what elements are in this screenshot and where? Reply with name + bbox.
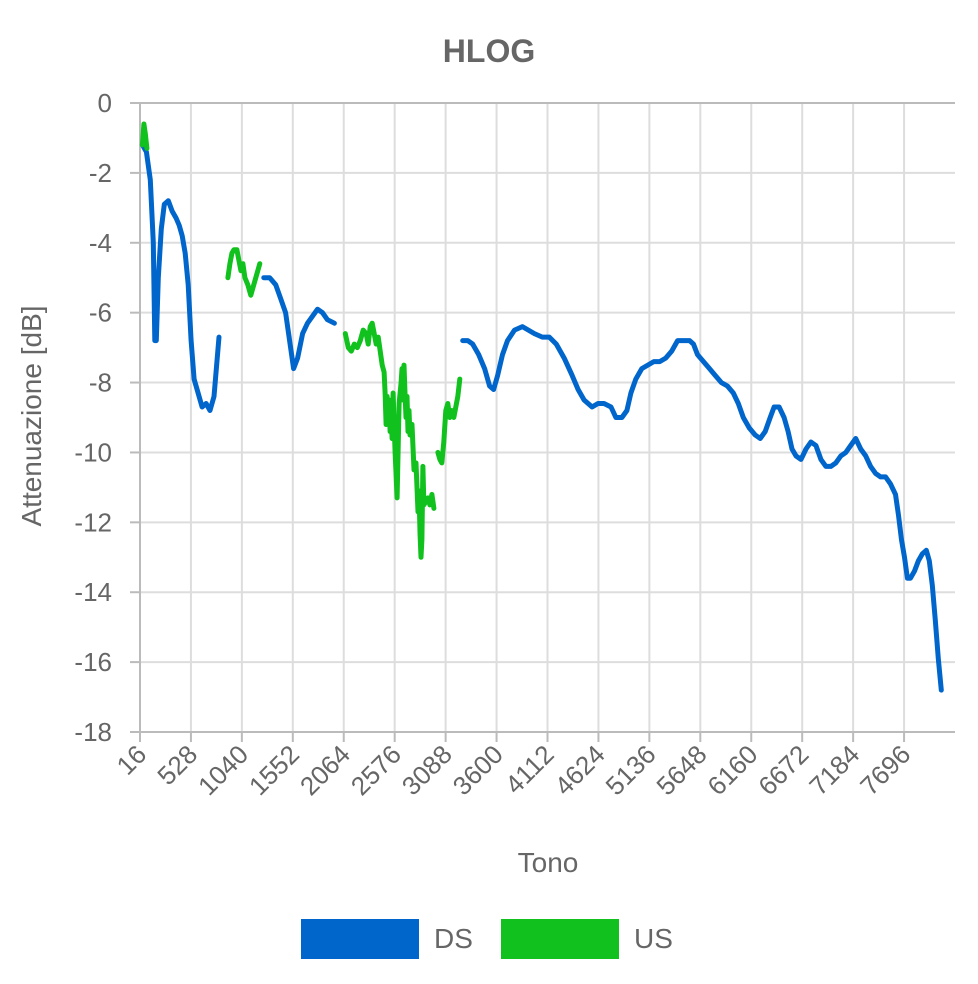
y-tick-label: 0 — [98, 88, 112, 118]
x-tick-label: 4624 — [549, 739, 611, 801]
y-tick-label: -18 — [74, 717, 112, 747]
y-tick-label: -12 — [74, 507, 112, 537]
grid — [139, 102, 955, 733]
x-tick-label: 1040 — [192, 739, 254, 801]
series-line-ds — [139, 142, 222, 413]
legend-label-ds: DS — [434, 923, 473, 954]
y-tick-labels: 0 -2 -4 -6 -8 -10 -12 -14 -16 -18 — [74, 88, 112, 747]
series-line-us — [139, 121, 150, 151]
x-tick-label: 1552 — [243, 739, 305, 801]
legend-swatch-us — [501, 919, 619, 959]
y-tick-label: -4 — [89, 228, 112, 258]
x-axis-title: Tono — [518, 847, 579, 878]
y-tick-label: -16 — [74, 647, 112, 677]
series-lines — [139, 121, 944, 693]
x-tick-label: 7696 — [854, 739, 916, 801]
y-axis-title: Attenuazione [dB] — [16, 305, 47, 526]
series-line-us — [435, 376, 463, 466]
x-tick-label: 6672 — [752, 739, 814, 801]
y-tick-label: -14 — [74, 577, 112, 607]
legend: DS US — [301, 919, 673, 959]
y-tick-label: -8 — [89, 368, 112, 398]
series-line-us — [342, 320, 437, 560]
x-tick-label: 3088 — [396, 739, 458, 801]
x-tick-label: 6160 — [701, 739, 763, 801]
legend-swatch-ds — [301, 919, 419, 959]
y-tick-label: -10 — [74, 437, 112, 467]
x-tick-label: 4112 — [499, 739, 560, 800]
x-tick-label: 3600 — [447, 739, 509, 801]
x-tick-label: 5136 — [600, 739, 662, 801]
chart-title: HLOG — [443, 33, 535, 69]
x-tick-label: 5648 — [650, 739, 712, 801]
x-tick-label: 2064 — [294, 739, 356, 801]
series-line-ds — [261, 275, 337, 372]
x-tick-labels: 16 52810401552206425763088360041124624513… — [111, 739, 917, 801]
x-tick-label: 2576 — [345, 739, 407, 801]
x-tick-label: 7184 — [803, 739, 865, 801]
series-line-us — [225, 247, 263, 298]
y-tick-label: -2 — [89, 158, 112, 188]
legend-label-us: US — [634, 923, 673, 954]
y-tick-label: -6 — [89, 298, 112, 328]
axes — [130, 102, 955, 742]
series-line-ds — [460, 324, 944, 693]
x-tick-label: 16 — [111, 739, 153, 781]
